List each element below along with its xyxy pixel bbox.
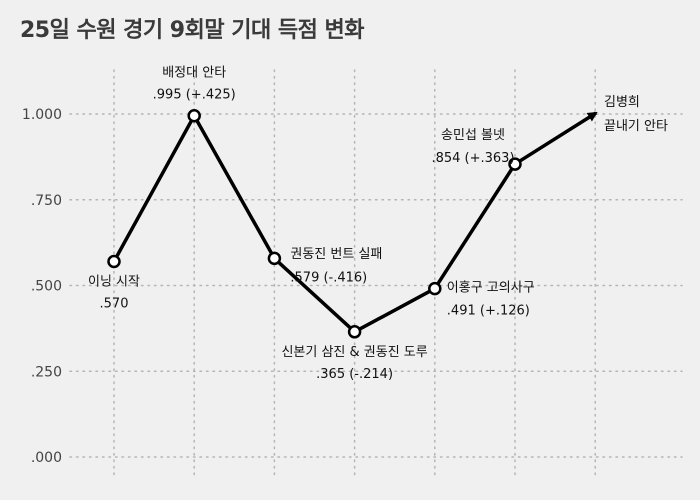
point-annotation-value: .570 bbox=[100, 296, 129, 311]
point-annotation-label: 신본기 삼진 & 권동진 도루 bbox=[281, 345, 427, 360]
y-tick-label: .250 bbox=[31, 364, 62, 380]
data-point bbox=[428, 281, 442, 296]
end-annotation-name: 김병희 bbox=[604, 95, 640, 110]
y-tick-label: .750 bbox=[31, 193, 62, 209]
point-annotation-label: 송민섭 볼넷 bbox=[441, 128, 505, 143]
point-annotation-value: .995 (+.425) bbox=[153, 88, 236, 103]
point-annotation-label: 이홍구 고의사구 bbox=[447, 281, 535, 296]
end-arrow bbox=[514, 111, 598, 166]
point-annotation-label: 배정대 안타 bbox=[162, 66, 226, 81]
data-point bbox=[187, 108, 201, 123]
point-annotation-label: 권동진 번트 실패 bbox=[290, 247, 382, 262]
point-annotation-value: .579 (-.416) bbox=[290, 270, 367, 285]
point-annotation-label: 이닝 시작 bbox=[88, 274, 140, 289]
y-tick-label: 1.000 bbox=[22, 107, 62, 123]
point-annotation-value: .854 (+.363) bbox=[431, 151, 514, 166]
series-line bbox=[112, 113, 517, 334]
data-point bbox=[107, 254, 121, 269]
point-annotation-value: .491 (+.126) bbox=[447, 304, 530, 319]
data-point bbox=[347, 325, 362, 339]
chart-title: 25일 수원 경기 9회말 기대 득점 변화 bbox=[20, 18, 365, 43]
y-tick-label: .000 bbox=[31, 450, 62, 466]
point-annotation-value: .365 (-.214) bbox=[316, 367, 393, 382]
end-annotation-event: 끝내기 안타 bbox=[604, 119, 668, 134]
data-point bbox=[508, 157, 522, 171]
data-point bbox=[267, 251, 282, 266]
y-tick-label: .500 bbox=[31, 279, 62, 295]
